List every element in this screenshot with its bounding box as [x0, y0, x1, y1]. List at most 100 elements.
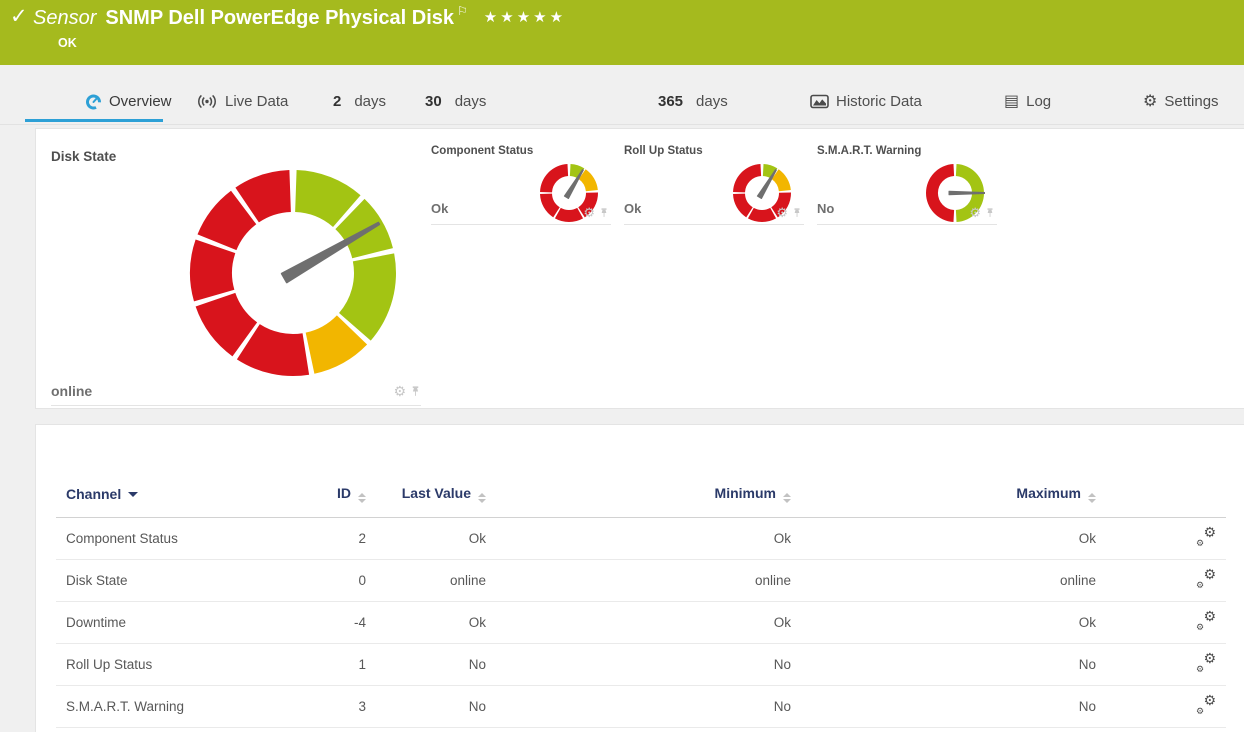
- channel-maximum-cell: No: [801, 643, 1106, 686]
- gauge-value: Ok: [431, 201, 449, 216]
- sensor-status-badge: OK: [58, 36, 77, 50]
- channel-settings-icon[interactable]: ⚙ ⚙: [1196, 566, 1216, 590]
- gear-icon[interactable]: ⚙: [969, 205, 981, 220]
- sort-desc-icon: [128, 492, 139, 497]
- pin-icon[interactable]: [792, 207, 802, 219]
- channel-minimum-cell: Ok: [496, 517, 801, 560]
- component-status-gauge: [539, 163, 599, 223]
- overview-gauges-panel: Disk State online ⚙ Component Status Ok …: [35, 128, 1244, 409]
- gauge-title: Disk State: [51, 149, 117, 164]
- channel-settings-icon[interactable]: ⚙ ⚙: [1196, 608, 1216, 632]
- gauge-value: No: [817, 201, 835, 216]
- tab-overview[interactable]: Overview: [25, 93, 172, 122]
- tab-365-days-number: 365: [658, 93, 684, 110]
- channel-maximum-cell: online: [801, 559, 1106, 602]
- tab-historic-data-label: Historic Data: [836, 93, 922, 110]
- tab-settings[interactable]: ⚙ Settings: [1143, 93, 1219, 110]
- column-header-minimum[interactable]: Minimum: [496, 477, 801, 518]
- tab-overview-label: Overview: [109, 93, 172, 110]
- gear-icon[interactable]: ⚙: [583, 205, 595, 220]
- tab-historic-data[interactable]: Historic Data: [810, 93, 922, 110]
- component-status-gauge-tile: Component Status Ok ⚙: [431, 143, 611, 225]
- roll-up-status-gauge: [732, 163, 792, 223]
- tab-live-data[interactable]: Live Data: [196, 93, 288, 110]
- tab-live-data-label: Live Data: [225, 93, 289, 110]
- gauge-value: online: [51, 383, 93, 399]
- flag-icon[interactable]: ⚐: [457, 4, 468, 18]
- gauge-title: Roll Up Status: [624, 145, 703, 157]
- channel-minimum-cell: No: [496, 643, 801, 686]
- channel-name-cell[interactable]: Component Status: [56, 517, 296, 560]
- column-header-last-value[interactable]: Last Value: [376, 477, 496, 518]
- channel-last-value-cell: No: [376, 685, 496, 728]
- gauge-title: Component Status: [431, 145, 534, 157]
- channel-table-panel: Channel ID Last Value Minimum Maximum Co…: [35, 424, 1244, 732]
- disk-state-gauge: [188, 168, 398, 378]
- channel-settings-icon[interactable]: ⚙ ⚙: [1196, 524, 1216, 548]
- tab-2-days-number: 2: [333, 93, 342, 110]
- channel-id-cell: 3: [296, 685, 376, 728]
- channel-last-value-cell: Ok: [376, 601, 496, 644]
- settings-gear-icon: ⚙: [1143, 92, 1158, 110]
- channel-name-cell[interactable]: Disk State: [56, 559, 296, 602]
- column-header-channel[interactable]: Channel: [56, 477, 296, 518]
- channel-id-cell: 2: [296, 517, 376, 560]
- channel-maximum-cell: Ok: [801, 517, 1106, 560]
- gauge-value: Ok: [624, 201, 642, 216]
- gear-icon[interactable]: ⚙: [393, 383, 406, 399]
- channel-minimum-cell: No: [496, 685, 801, 728]
- column-header-maximum[interactable]: Maximum: [801, 477, 1106, 518]
- channel-last-value-cell: online: [376, 559, 496, 602]
- channel-name-cell[interactable]: S.M.A.R.T. Warning: [56, 685, 296, 728]
- pin-icon[interactable]: [410, 385, 421, 398]
- channel-maximum-cell: No: [801, 685, 1106, 728]
- channel-id-cell: 0: [296, 559, 376, 602]
- sort-toggle-icon: [478, 493, 486, 503]
- channel-id-cell: -4: [296, 601, 376, 644]
- channel-id-cell: 1: [296, 643, 376, 686]
- table-row: Roll Up Status 1 No No No ⚙ ⚙: [56, 643, 1226, 686]
- sort-toggle-icon: [783, 493, 791, 503]
- tab-log-label: Log: [1026, 93, 1052, 110]
- pin-icon[interactable]: [599, 207, 609, 219]
- tab-30-days-label: days: [454, 93, 487, 110]
- tab-log[interactable]: ▤ Log: [1004, 93, 1051, 110]
- channel-maximum-cell: Ok: [801, 601, 1106, 644]
- tab-2-days[interactable]: 2 days: [333, 93, 386, 110]
- channel-name-cell[interactable]: Roll Up Status: [56, 643, 296, 686]
- gear-icon[interactable]: ⚙: [776, 205, 788, 220]
- table-row: Component Status 2 Ok Ok Ok ⚙ ⚙: [56, 517, 1226, 560]
- channel-minimum-cell: online: [496, 559, 801, 602]
- gauge-title: S.M.A.R.T. Warning: [817, 145, 922, 157]
- tab-bar: Overview Live Data 2 days 30 days 365 days …: [0, 65, 1244, 125]
- roll-up-status-gauge-tile: Roll Up Status Ok ⚙: [624, 143, 804, 225]
- tab-settings-label: Settings: [1164, 93, 1219, 110]
- sensor-title: SNMP Dell PowerEdge Physical Disk: [105, 7, 455, 29]
- status-check-icon: ✓: [10, 5, 28, 28]
- table-row: S.M.A.R.T. Warning 3 No No No ⚙ ⚙: [56, 685, 1226, 728]
- gauge-icon: [85, 93, 102, 110]
- tab-30-days-number: 30: [425, 93, 442, 110]
- tab-365-days[interactable]: 365 days: [658, 93, 728, 110]
- smart-warning-gauge-tile: S.M.A.R.T. Warning No ⚙: [817, 143, 997, 225]
- sort-toggle-icon: [1088, 493, 1096, 503]
- channel-settings-icon[interactable]: ⚙ ⚙: [1196, 650, 1216, 674]
- sensor-type-label: Sensor: [33, 7, 97, 29]
- table-row: Disk State 0 online online online ⚙ ⚙: [56, 559, 1226, 602]
- table-row: Downtime -4 Ok Ok Ok ⚙ ⚙: [56, 601, 1226, 644]
- pin-icon[interactable]: [985, 207, 995, 219]
- channel-last-value-cell: No: [376, 643, 496, 686]
- disk-state-gauge-tile: Disk State online ⚙: [51, 141, 421, 406]
- column-header-actions: [1106, 477, 1226, 518]
- tab-30-days[interactable]: 30 days: [425, 93, 486, 110]
- channel-settings-icon[interactable]: ⚙ ⚙: [1196, 692, 1216, 716]
- channel-minimum-cell: Ok: [496, 601, 801, 644]
- column-header-id[interactable]: ID: [296, 477, 376, 518]
- channel-name-cell[interactable]: Downtime: [56, 601, 296, 644]
- tab-365-days-label: days: [696, 93, 728, 110]
- sort-toggle-icon: [358, 493, 366, 503]
- area-chart-icon: [810, 94, 829, 109]
- channel-last-value-cell: Ok: [376, 517, 496, 560]
- priority-stars-icon[interactable]: ★★★★★: [483, 9, 567, 26]
